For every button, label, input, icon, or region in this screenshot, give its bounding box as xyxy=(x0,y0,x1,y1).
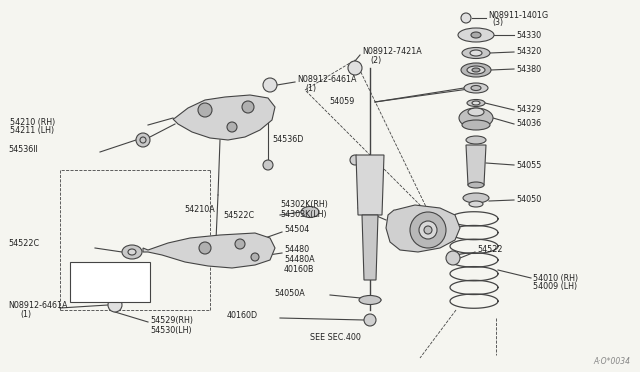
Ellipse shape xyxy=(458,28,494,42)
Text: 54504: 54504 xyxy=(284,224,309,234)
Ellipse shape xyxy=(464,83,488,93)
Circle shape xyxy=(461,13,471,23)
Ellipse shape xyxy=(122,245,142,259)
Ellipse shape xyxy=(469,201,483,207)
Text: 54050A: 54050A xyxy=(275,289,305,298)
Text: 54009 (LH): 54009 (LH) xyxy=(533,282,577,292)
Text: (3): (3) xyxy=(492,19,503,28)
Text: 54329: 54329 xyxy=(516,106,541,115)
Circle shape xyxy=(242,101,254,113)
Ellipse shape xyxy=(466,136,486,144)
Text: 40160D: 40160D xyxy=(227,311,258,321)
Text: 54211 (LH): 54211 (LH) xyxy=(10,126,54,135)
Circle shape xyxy=(350,155,360,165)
Ellipse shape xyxy=(467,99,485,106)
Ellipse shape xyxy=(128,249,136,255)
Text: 54320: 54320 xyxy=(516,48,541,57)
Text: 54302K(RH): 54302K(RH) xyxy=(280,201,328,209)
Circle shape xyxy=(263,78,277,92)
Ellipse shape xyxy=(359,295,381,305)
Ellipse shape xyxy=(468,108,484,116)
Text: (2): (2) xyxy=(370,57,381,65)
Text: 54380: 54380 xyxy=(516,64,541,74)
Text: 54210A: 54210A xyxy=(184,205,215,215)
FancyBboxPatch shape xyxy=(70,262,150,302)
Ellipse shape xyxy=(471,32,481,38)
Ellipse shape xyxy=(301,206,319,218)
Text: N08912-7421A: N08912-7421A xyxy=(362,48,422,57)
Text: A·O*0034: A·O*0034 xyxy=(593,357,630,366)
Circle shape xyxy=(424,226,432,234)
Ellipse shape xyxy=(462,48,490,58)
Text: (1): (1) xyxy=(305,83,316,93)
Text: N08912-6461A: N08912-6461A xyxy=(297,74,356,83)
Ellipse shape xyxy=(467,66,485,74)
Circle shape xyxy=(198,103,212,117)
Text: 54504M: 54504M xyxy=(74,278,106,286)
Text: 54522C: 54522C xyxy=(8,240,39,248)
Circle shape xyxy=(199,242,211,254)
Text: 54522: 54522 xyxy=(477,246,502,254)
Text: 54536D: 54536D xyxy=(272,135,303,144)
Text: N08911-1401G: N08911-1401G xyxy=(488,12,548,20)
Circle shape xyxy=(136,133,150,147)
Ellipse shape xyxy=(463,193,489,203)
Ellipse shape xyxy=(472,101,480,105)
Circle shape xyxy=(348,61,362,75)
Ellipse shape xyxy=(468,182,484,188)
Polygon shape xyxy=(466,145,486,185)
Text: SEE SEC.400: SEE SEC.400 xyxy=(310,334,361,343)
Text: 54210 (RH): 54210 (RH) xyxy=(10,118,55,126)
Polygon shape xyxy=(143,233,275,268)
Circle shape xyxy=(251,253,259,261)
Text: 54055: 54055 xyxy=(516,160,541,170)
Text: N08912-6461A: N08912-6461A xyxy=(8,301,67,310)
Text: 54480A: 54480A xyxy=(284,256,315,264)
Text: 54303K(LH): 54303K(LH) xyxy=(280,211,326,219)
Ellipse shape xyxy=(462,120,490,130)
Circle shape xyxy=(212,239,220,247)
Circle shape xyxy=(410,212,446,248)
Polygon shape xyxy=(356,155,384,215)
Ellipse shape xyxy=(461,63,491,77)
Polygon shape xyxy=(362,215,378,280)
Ellipse shape xyxy=(471,86,481,90)
Text: 54010 (RH): 54010 (RH) xyxy=(533,273,578,282)
Text: 54536II: 54536II xyxy=(8,145,38,154)
Circle shape xyxy=(446,251,460,265)
Circle shape xyxy=(364,314,376,326)
Ellipse shape xyxy=(472,68,480,72)
Circle shape xyxy=(227,122,237,132)
Ellipse shape xyxy=(470,50,482,56)
Text: 54530(LH): 54530(LH) xyxy=(150,326,191,334)
Text: 54529(RH): 54529(RH) xyxy=(150,315,193,324)
Circle shape xyxy=(419,221,437,239)
Circle shape xyxy=(235,239,245,249)
Circle shape xyxy=(263,160,273,170)
Text: 54036: 54036 xyxy=(516,119,541,128)
Text: 54330: 54330 xyxy=(516,31,541,39)
Circle shape xyxy=(108,298,122,312)
Text: 54480: 54480 xyxy=(284,246,309,254)
Text: 54522C: 54522C xyxy=(224,211,255,219)
Polygon shape xyxy=(173,95,275,140)
Text: 54050: 54050 xyxy=(516,196,541,205)
Polygon shape xyxy=(386,205,460,252)
Ellipse shape xyxy=(459,108,493,128)
Text: 54059: 54059 xyxy=(330,97,355,106)
Text: (1): (1) xyxy=(20,311,31,320)
Text: 40160B: 40160B xyxy=(284,266,314,275)
